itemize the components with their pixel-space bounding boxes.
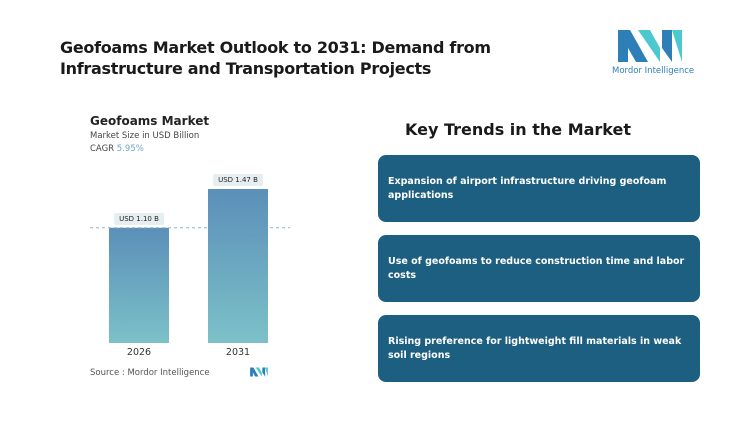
logo-text: Mordor Intelligence: [612, 66, 695, 76]
key-trends-title: Key Trends in the Market: [404, 120, 632, 139]
source-text: Source : Mordor Intelligence: [90, 368, 210, 378]
chart-subtitle: Market Size in USD Billion: [90, 131, 200, 141]
cagr: CAGR 5.95%: [90, 144, 144, 154]
bar-2026: [109, 227, 169, 343]
chart-title: Geofoams Market: [90, 114, 210, 128]
source-logo-icon: [250, 367, 268, 377]
data-label: USD 1.10 B: [114, 212, 164, 225]
logo-mark-icon: [618, 30, 682, 62]
data-label: USD 1.47 B: [213, 174, 263, 186]
cagr-value: 5.95%: [116, 144, 144, 154]
trend-card: Rising preference for lightweight fill m…: [378, 315, 700, 382]
mordor-intelligence-logo: Mordor Intelligence: [612, 28, 702, 76]
page-title: Geofoams Market Outlook to 2031: Demand …: [60, 38, 491, 78]
trend-card: Use of geofoams to reduce construction t…: [378, 235, 700, 302]
x-tick-label: 2026: [126, 347, 152, 358]
trend-card: Expansion of airport infrastructure driv…: [378, 155, 700, 222]
bar-2031: [208, 189, 268, 343]
cagr-label: CAGR: [90, 144, 115, 154]
x-tick-label: 2031: [225, 347, 251, 358]
